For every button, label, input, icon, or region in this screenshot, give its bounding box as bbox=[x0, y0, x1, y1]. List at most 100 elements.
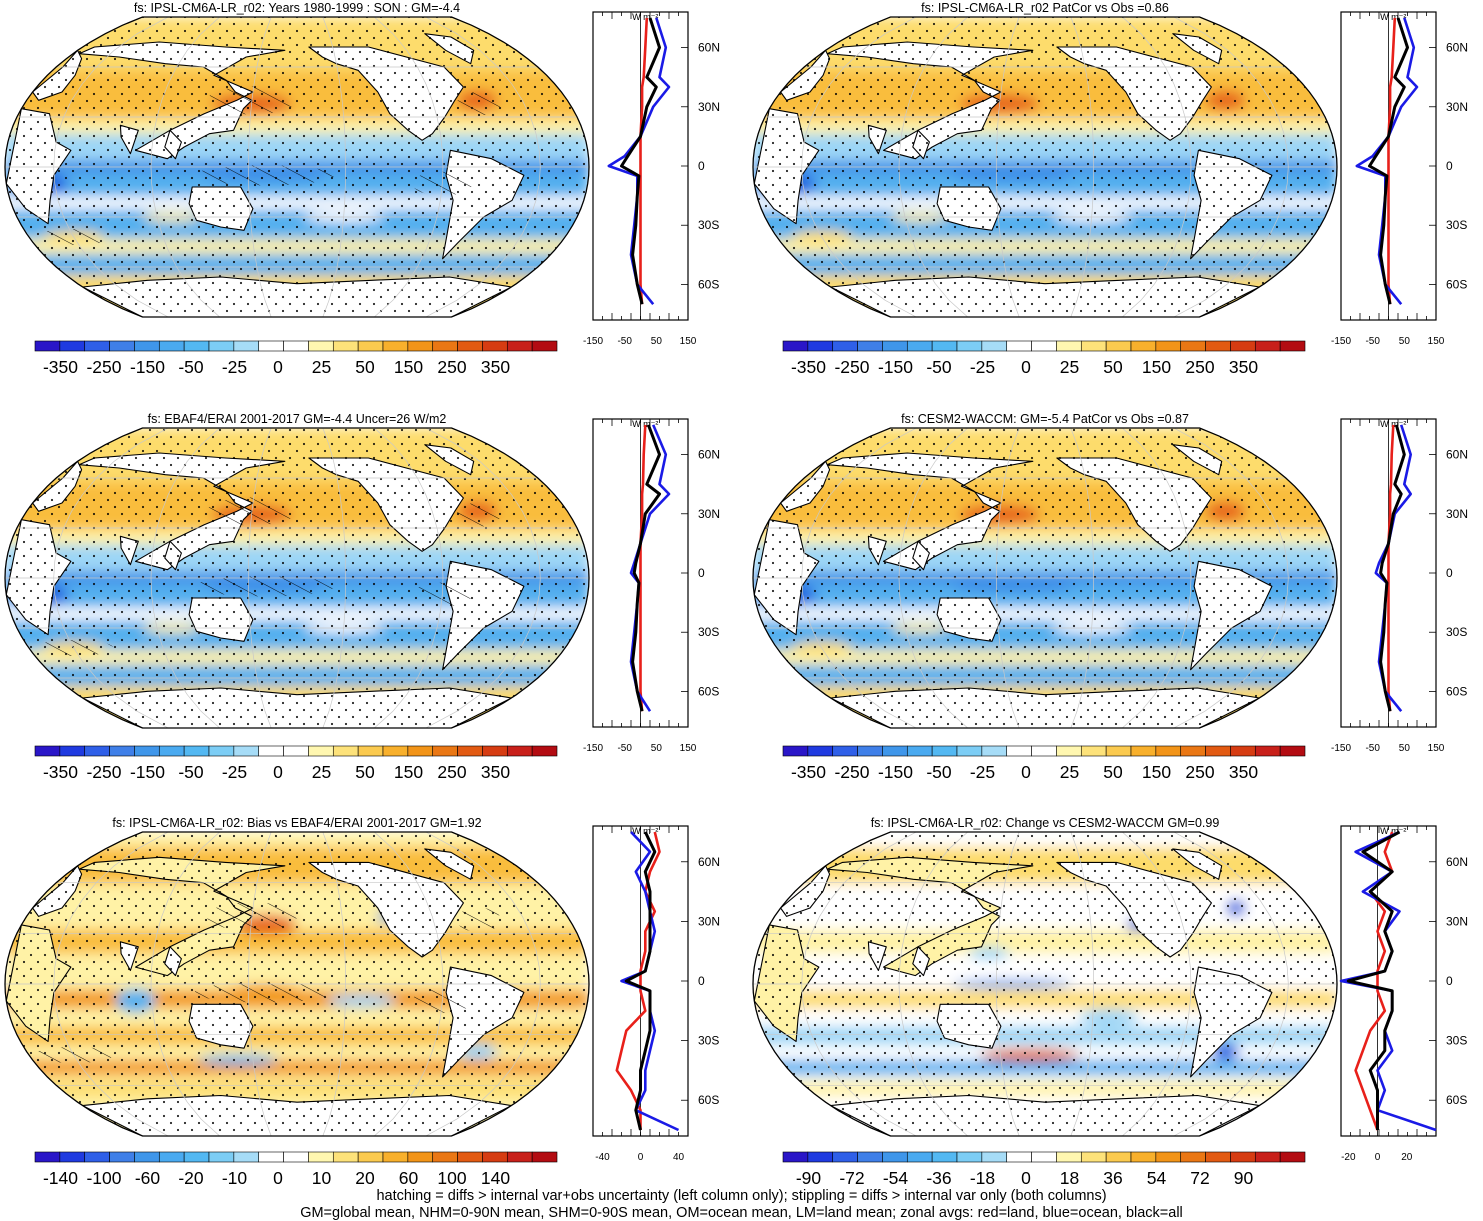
colorbar-swatch bbox=[407, 1151, 434, 1163]
colorbar-tick-label: -350 bbox=[43, 357, 78, 377]
zonal-x-tick-label: 20 bbox=[1401, 1152, 1413, 1163]
lat-label: 0 bbox=[1446, 159, 1453, 173]
colorbar-swatch bbox=[882, 1151, 908, 1163]
zonal-x-tick-label: 150 bbox=[1428, 743, 1445, 754]
graticule bbox=[753, 832, 1337, 1136]
colorbar-swatch bbox=[506, 745, 533, 757]
colorbar-swatch bbox=[357, 1151, 384, 1163]
colorbar-tick-label: 10 bbox=[312, 1168, 332, 1188]
colorbar-swatch bbox=[1105, 340, 1132, 352]
zonal-x-tick-label: 50 bbox=[651, 336, 663, 347]
map-field bbox=[5, 428, 589, 728]
footer-legend-note: GM=global mean, NHM=0-90N mean, SHM=0-90… bbox=[300, 1205, 1183, 1221]
colorbar-swatch bbox=[857, 1151, 883, 1163]
graticule bbox=[753, 17, 1337, 317]
colorbar-swatch bbox=[1130, 1151, 1157, 1163]
colorbar-tick-label: -250 bbox=[834, 762, 869, 782]
colorbar-swatch bbox=[807, 745, 834, 757]
hatching-region bbox=[194, 982, 335, 1003]
colorbar-swatch bbox=[882, 340, 908, 352]
lat-label: 0 bbox=[1446, 566, 1453, 580]
colorbar-tick-label: 90 bbox=[1234, 1168, 1254, 1188]
colorbar-tick-label: 60 bbox=[399, 1168, 419, 1188]
colorbar-swatch bbox=[1254, 340, 1281, 352]
colorbar-swatch bbox=[308, 340, 334, 352]
colorbar-swatch bbox=[134, 340, 160, 352]
colorbar-swatch bbox=[1254, 745, 1281, 757]
colorbar-swatch bbox=[1205, 1151, 1231, 1163]
colorbar-swatch bbox=[1080, 745, 1107, 757]
colorbar-swatch bbox=[84, 745, 110, 757]
colorbar-tick-label: -50 bbox=[178, 357, 204, 377]
colorbar-tick-label: -20 bbox=[178, 1168, 204, 1188]
colorbar-tick-label: -50 bbox=[926, 762, 952, 782]
zonal-line-ocean bbox=[1355, 17, 1419, 306]
colorbar-tick-label: 50 bbox=[355, 357, 375, 377]
colorbar-tick-label: 0 bbox=[273, 1168, 283, 1188]
colorbar-swatch bbox=[109, 745, 135, 757]
colorbar-tick-label: 350 bbox=[481, 357, 510, 377]
graticule bbox=[5, 428, 589, 728]
colorbar-swatch bbox=[832, 340, 858, 352]
colorbar-swatch bbox=[1230, 745, 1256, 757]
zonal-x-tick-label: -50 bbox=[1365, 743, 1380, 754]
colorbar-swatch bbox=[506, 1151, 533, 1163]
zonal-frame bbox=[1340, 825, 1437, 1137]
colorbar-tick-label: 0 bbox=[1021, 762, 1031, 782]
colorbar-swatch bbox=[1006, 1151, 1032, 1163]
colorbar-swatch bbox=[1056, 745, 1082, 757]
map-border bbox=[4, 831, 590, 1137]
colorbar-tick-label: -36 bbox=[926, 1168, 951, 1188]
colorbar-swatch bbox=[332, 340, 359, 352]
colorbar-tick-label: 50 bbox=[355, 762, 375, 782]
colorbar-swatch bbox=[109, 340, 135, 352]
colorbar-swatch bbox=[258, 340, 284, 352]
colorbar-swatch bbox=[357, 745, 384, 757]
colorbar-swatch bbox=[208, 745, 235, 757]
colorbar-tick-label: 150 bbox=[394, 357, 423, 377]
colorbar-swatch bbox=[308, 1151, 334, 1163]
map-field bbox=[753, 17, 1337, 317]
colorbar-swatch bbox=[134, 1151, 160, 1163]
colorbar-swatch bbox=[931, 340, 958, 352]
colorbar-tick-label: 100 bbox=[437, 1168, 466, 1188]
zonal-units: W m⁻² bbox=[1380, 12, 1406, 22]
colorbar-swatch bbox=[981, 1151, 1008, 1163]
colorbar-tick-label: 25 bbox=[312, 762, 331, 782]
map-field bbox=[5, 832, 589, 1136]
map-field bbox=[753, 832, 1337, 1136]
colorbar-swatch bbox=[34, 1151, 61, 1163]
zonal-x-tick-label: -40 bbox=[595, 1152, 610, 1163]
colorbar-swatch bbox=[782, 340, 809, 352]
zonal-line-land bbox=[639, 424, 647, 712]
colorbar-tick-label: -50 bbox=[926, 357, 952, 377]
zonal-line-ocean bbox=[607, 17, 671, 306]
zonal-x-tick-label: 150 bbox=[680, 743, 697, 754]
panel-3: fs: EBAF4/ERAI 2001-2017 GM=-4.4 Uncer=2… bbox=[4, 412, 720, 782]
colorbar-swatch bbox=[1006, 340, 1032, 352]
panel-title: fs: CESM2-WACCM: GM=-5.4 PatCor vs Obs =… bbox=[901, 412, 1189, 426]
panel-4: fs: CESM2-WACCM: GM=-5.4 PatCor vs Obs =… bbox=[752, 412, 1468, 782]
colorbar-swatch bbox=[158, 745, 185, 757]
colorbar-tick-label: 350 bbox=[481, 762, 510, 782]
zonal-line-all bbox=[1368, 17, 1409, 305]
colorbar-tick-label: 350 bbox=[1229, 357, 1258, 377]
colorbar-swatch bbox=[432, 1151, 458, 1163]
colorbar-tick-label: -250 bbox=[834, 357, 869, 377]
zonal-line-ocean bbox=[1374, 424, 1412, 713]
zonal-line-all bbox=[620, 17, 661, 305]
zonal-x-tick-label: 40 bbox=[673, 1152, 685, 1163]
lat-label: 30S bbox=[698, 1034, 719, 1048]
colorbar-swatch bbox=[956, 340, 983, 352]
colorbar-tick-label: 0 bbox=[273, 762, 283, 782]
zonal-x-tick-label: 150 bbox=[680, 336, 697, 347]
colorbar-tick-label: 72 bbox=[1190, 1168, 1209, 1188]
zonal-units: W m⁻² bbox=[1380, 419, 1406, 429]
lat-label: 30N bbox=[698, 914, 720, 928]
hatching-region bbox=[456, 91, 501, 116]
colorbar-tick-label: -350 bbox=[791, 357, 826, 377]
colorbar-swatch bbox=[308, 745, 334, 757]
lat-label: 30N bbox=[698, 100, 720, 114]
colorbar-swatch bbox=[531, 340, 558, 352]
